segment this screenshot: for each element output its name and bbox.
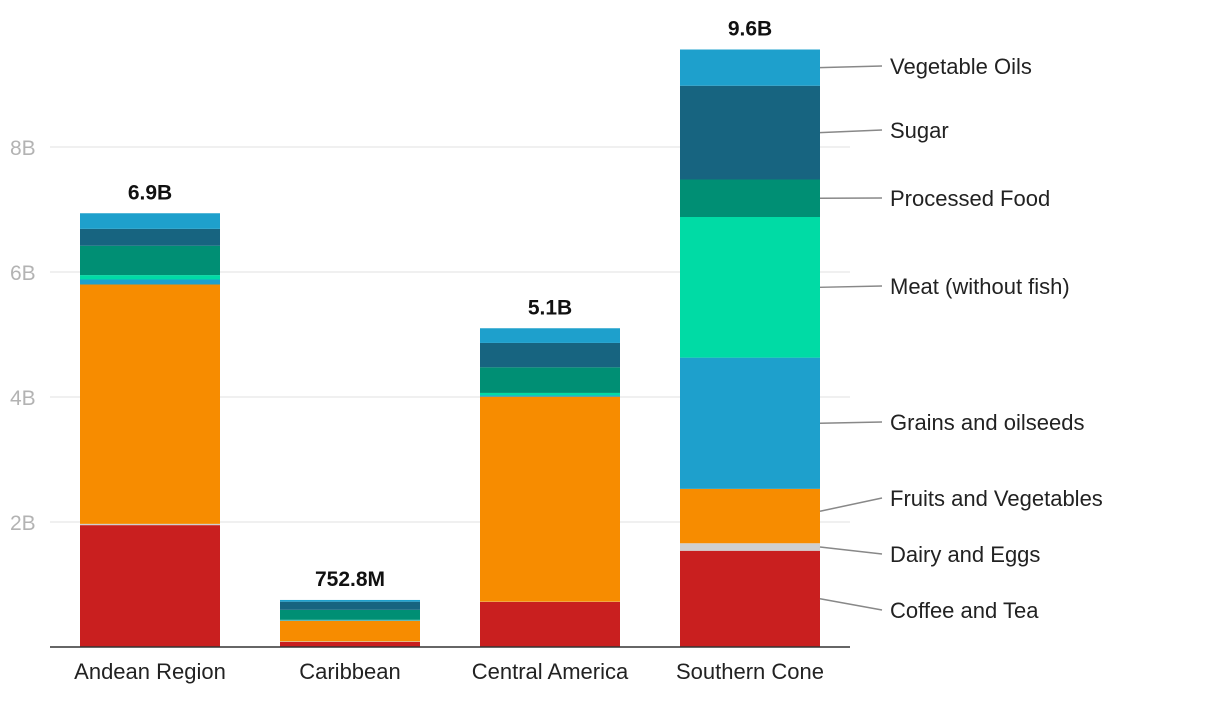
legend-label-fruits-and-vegetables: Fruits and Vegetables xyxy=(890,486,1103,511)
x-tick-label: Caribbean xyxy=(299,659,401,684)
bar-segment-meat-without-fish- xyxy=(480,392,620,396)
legend-leader-sugar xyxy=(819,129,883,134)
bar-segment-processed-food xyxy=(680,179,820,217)
bar-segment-grains-and-oilseeds xyxy=(680,357,820,489)
bar-segment-processed-food xyxy=(480,367,620,393)
bar-segment-fruits-and-vegetables xyxy=(80,284,220,524)
x-tick-label: Andean Region xyxy=(74,659,226,684)
bar-segment-coffee-and-tea xyxy=(80,525,220,647)
legend-leader-dairy-and-eggs xyxy=(819,546,883,555)
bar-segment-vegetable-oils xyxy=(80,213,220,229)
bar-segment-processed-food xyxy=(80,245,220,276)
bar-segment-vegetable-oils xyxy=(680,49,820,86)
x-tick-label: Central America xyxy=(472,659,629,684)
bar-segment-meat-without-fish- xyxy=(680,217,820,358)
legend-label-processed-food: Processed Food xyxy=(890,186,1050,211)
bar-segment-dairy-and-eggs xyxy=(680,543,820,551)
bar-segment-grains-and-oilseeds xyxy=(80,279,220,285)
legend-label-grains-and-oilseeds: Grains and oilseeds xyxy=(890,410,1084,435)
bars xyxy=(80,49,820,647)
legend-leader-grains-and-oilseeds xyxy=(819,421,883,424)
legend-leader-fruits-and-vegetables xyxy=(819,497,883,512)
legend-leader-coffee-and-tea xyxy=(819,598,883,611)
y-tick-label: 2B xyxy=(10,512,36,535)
bar-segment-processed-food xyxy=(280,609,420,620)
bar-segment-sugar xyxy=(480,342,620,368)
bar-segment-fruits-and-vegetables xyxy=(480,396,620,602)
bar-segment-dairy-and-eggs xyxy=(280,641,420,642)
bar-total-label: 752.8M xyxy=(315,568,385,591)
legend-label-sugar: Sugar xyxy=(890,118,949,143)
legend-label-dairy-and-eggs: Dairy and Eggs xyxy=(890,542,1040,567)
legend-leader-meat-without-fish- xyxy=(819,285,883,289)
bar-segment-dairy-and-eggs xyxy=(80,523,220,526)
bar-total-label: 6.9B xyxy=(128,181,172,204)
y-tick-label: 6B xyxy=(10,262,36,285)
bar-segment-fruits-and-vegetables xyxy=(280,620,420,642)
x-tick-label: Southern Cone xyxy=(676,659,824,684)
bar-segment-coffee-and-tea xyxy=(280,642,420,647)
y-tick-label: 4B xyxy=(10,387,36,410)
legend-label-vegetable-oils: Vegetable Oils xyxy=(890,54,1032,79)
legend-label-meat-without-fish-: Meat (without fish) xyxy=(890,274,1070,299)
bar-total-label: 9.6B xyxy=(728,18,772,41)
bar-segment-meat-without-fish- xyxy=(80,275,220,280)
bar-segment-sugar xyxy=(680,85,820,180)
bar-segment-vegetable-oils xyxy=(480,328,620,343)
bar-segment-grains-and-oilseeds xyxy=(280,620,420,621)
labels: 2B 4B 6B 8B 6.9B Andean Region 752.8M Caribbean… xyxy=(10,18,824,685)
bar-segment-sugar xyxy=(280,601,420,610)
legend-label-coffee-and-tea: Coffee and Tea xyxy=(890,598,1039,623)
bar-total-label: 5.1B xyxy=(528,296,572,319)
bar-segment-grains-and-oilseeds xyxy=(480,395,620,397)
bar-segment-fruits-and-vegetables xyxy=(680,488,820,544)
bar-segment-sugar xyxy=(80,228,220,246)
legend: Vegetable Oils Sugar Processed Food Meat (w… xyxy=(819,54,1103,623)
bar-segment-vegetable-oils xyxy=(280,599,420,602)
legend-leader-vegetable-oils xyxy=(819,65,883,69)
bar-segment-coffee-and-tea xyxy=(680,550,820,647)
bar-segment-coffee-and-tea xyxy=(480,602,620,647)
y-tick-label: 8B xyxy=(10,137,36,160)
